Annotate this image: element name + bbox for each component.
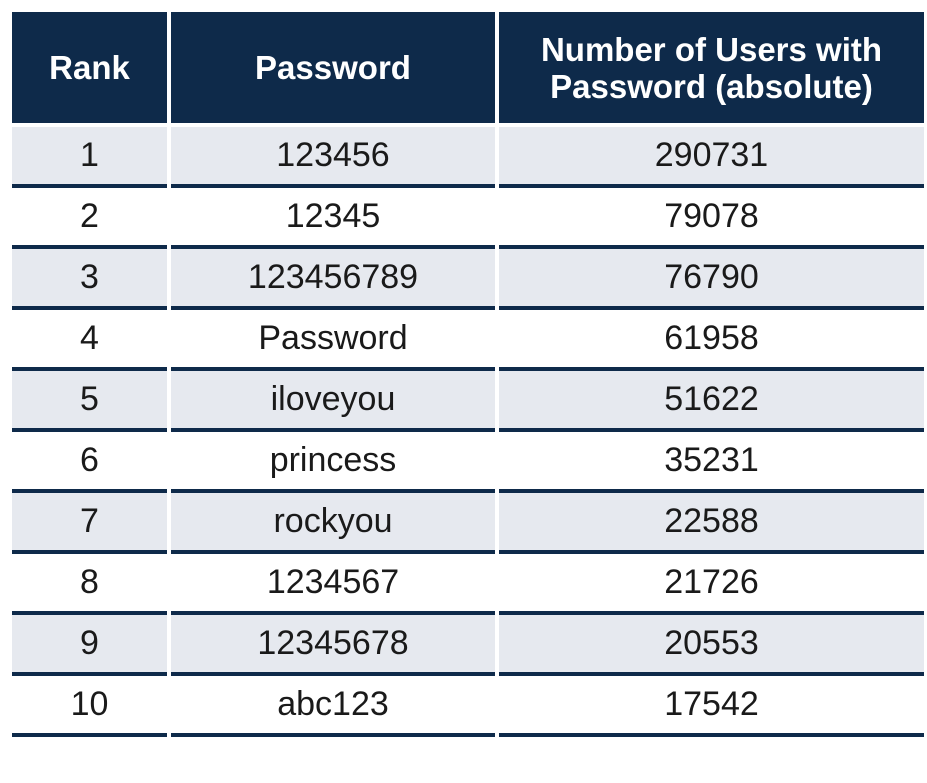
table-row: 7 rockyou 22588 xyxy=(12,493,924,554)
table-row: 2 12345 79078 xyxy=(12,188,924,249)
users-cell: 79078 xyxy=(499,188,924,249)
header-password: Password xyxy=(171,12,495,123)
table-row: 9 12345678 20553 xyxy=(12,615,924,676)
table-row: 6 princess 35231 xyxy=(12,432,924,493)
password-cell: abc123 xyxy=(171,676,495,737)
table-row: 3 123456789 76790 xyxy=(12,249,924,310)
rank-cell: 5 xyxy=(12,371,167,432)
users-cell: 21726 xyxy=(499,554,924,615)
password-cell: Password xyxy=(171,310,495,371)
table-row: 1 123456 290731 xyxy=(12,127,924,188)
header-rank: Rank xyxy=(12,12,167,123)
rank-cell: 7 xyxy=(12,493,167,554)
rank-cell: 6 xyxy=(12,432,167,493)
rank-cell: 2 xyxy=(12,188,167,249)
users-cell: 61958 xyxy=(499,310,924,371)
table-row: 10 abc123 17542 xyxy=(12,676,924,737)
password-cell: rockyou xyxy=(171,493,495,554)
users-cell: 22588 xyxy=(499,493,924,554)
rank-cell: 8 xyxy=(12,554,167,615)
password-cell: 12345678 xyxy=(171,615,495,676)
password-cell: 123456 xyxy=(171,127,495,188)
users-cell: 20553 xyxy=(499,615,924,676)
password-cell: iloveyou xyxy=(171,371,495,432)
users-cell: 290731 xyxy=(499,127,924,188)
users-cell: 17542 xyxy=(499,676,924,737)
rank-cell: 3 xyxy=(12,249,167,310)
users-cell: 76790 xyxy=(499,249,924,310)
table-row: 5 iloveyou 51622 xyxy=(12,371,924,432)
rank-cell: 4 xyxy=(12,310,167,371)
table-header-row: Rank Password Number of Users with Passw… xyxy=(12,12,924,123)
header-users: Number of Users with Password (absolute) xyxy=(499,12,924,123)
password-cell: 12345 xyxy=(171,188,495,249)
rank-cell: 10 xyxy=(12,676,167,737)
password-cell: 123456789 xyxy=(171,249,495,310)
users-cell: 51622 xyxy=(499,371,924,432)
users-cell: 35231 xyxy=(499,432,924,493)
password-cell: 1234567 xyxy=(171,554,495,615)
password-cell: princess xyxy=(171,432,495,493)
password-table: Rank Password Number of Users with Passw… xyxy=(12,12,924,737)
rank-cell: 1 xyxy=(12,127,167,188)
table-row: 4 Password 61958 xyxy=(12,310,924,371)
table-row: 8 1234567 21726 xyxy=(12,554,924,615)
rank-cell: 9 xyxy=(12,615,167,676)
